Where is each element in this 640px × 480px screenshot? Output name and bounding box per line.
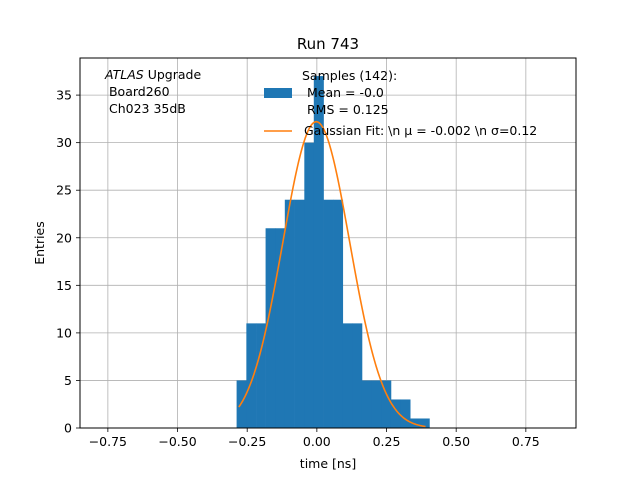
x-tick-label: −0.75 bbox=[89, 434, 127, 449]
gaussian-fit-line bbox=[238, 120, 426, 428]
histogram-bar bbox=[371, 380, 382, 428]
x-tick-label: −0.50 bbox=[158, 434, 196, 449]
x-tick-label: 0.50 bbox=[442, 434, 470, 449]
legend-hist-swatch bbox=[264, 88, 292, 98]
y-axis-ticks: 0 5 10 15 20 25 30 35 bbox=[56, 88, 80, 436]
y-tick-label: 30 bbox=[56, 135, 72, 150]
annotation-upgrade: Upgrade bbox=[144, 67, 202, 82]
histogram-bar bbox=[284, 199, 295, 428]
y-tick-label: 10 bbox=[56, 325, 72, 340]
histogram-bar bbox=[410, 418, 420, 428]
histogram-bar bbox=[294, 199, 305, 428]
x-tick-label: 0.25 bbox=[373, 434, 401, 449]
histogram-bar bbox=[381, 380, 392, 428]
histogram-bar bbox=[323, 199, 334, 428]
legend-hist-line-1: Samples (142): bbox=[302, 68, 397, 83]
x-tick-label: −0.25 bbox=[228, 434, 266, 449]
legend-hist-line-2: Mean = -0.0 bbox=[307, 85, 384, 100]
histogram-bar bbox=[265, 228, 276, 428]
annotation-line-2: Board260 bbox=[105, 84, 170, 99]
y-tick-label: 20 bbox=[56, 230, 72, 245]
histogram-bar bbox=[246, 323, 257, 428]
histogram-bar bbox=[304, 142, 315, 428]
chart-title: Run 743 bbox=[297, 35, 359, 53]
x-tick-label: 0.75 bbox=[512, 434, 540, 449]
histogram-bar bbox=[352, 323, 363, 428]
histogram-bar bbox=[400, 399, 411, 428]
legend: Samples (142): Mean = -0.0 RMS = 0.125 G… bbox=[264, 68, 537, 138]
x-tick-label: 0.00 bbox=[303, 434, 331, 449]
y-tick-label: 5 bbox=[64, 373, 72, 388]
histogram-bar bbox=[256, 323, 266, 428]
annotation-atlas: ATLAS bbox=[104, 67, 144, 82]
x-axis-label: time [ns] bbox=[300, 456, 356, 471]
histogram-bar bbox=[342, 323, 353, 428]
plot-frame bbox=[79, 57, 577, 429]
legend-hist-line-3: RMS = 0.125 bbox=[307, 102, 389, 117]
y-tick-label: 0 bbox=[64, 421, 72, 436]
y-tick-label: 25 bbox=[56, 183, 72, 198]
histogram-bar bbox=[313, 76, 324, 429]
y-tick-label: 15 bbox=[56, 278, 72, 293]
annotation-line-1: ATLAS Upgrade bbox=[104, 67, 201, 82]
atlas-annotation: ATLAS Upgrade Board260 Ch023 35dB bbox=[104, 67, 201, 116]
histogram-bar bbox=[361, 380, 372, 428]
gaussian-fit-layer bbox=[238, 120, 426, 428]
histogram-bar bbox=[275, 228, 286, 428]
y-tick-label: 35 bbox=[56, 88, 72, 103]
annotation-line-3: Ch023 35dB bbox=[105, 101, 186, 116]
plot-area: −0.75 −0.50 −0.25 0.00 0.25 0.50 0.75 0 5 10 15 20… bbox=[56, 57, 577, 449]
legend-fit-label: Gaussian Fit: \n μ = -0.002 \n σ=0.12 bbox=[304, 123, 537, 138]
histogram-bar bbox=[419, 418, 430, 428]
histogram-bar bbox=[333, 199, 344, 428]
histogram-bar bbox=[390, 399, 401, 428]
x-axis-ticks: −0.75 −0.50 −0.25 0.00 0.25 0.50 0.75 bbox=[89, 428, 540, 449]
y-axis-label: Entries bbox=[32, 221, 47, 265]
